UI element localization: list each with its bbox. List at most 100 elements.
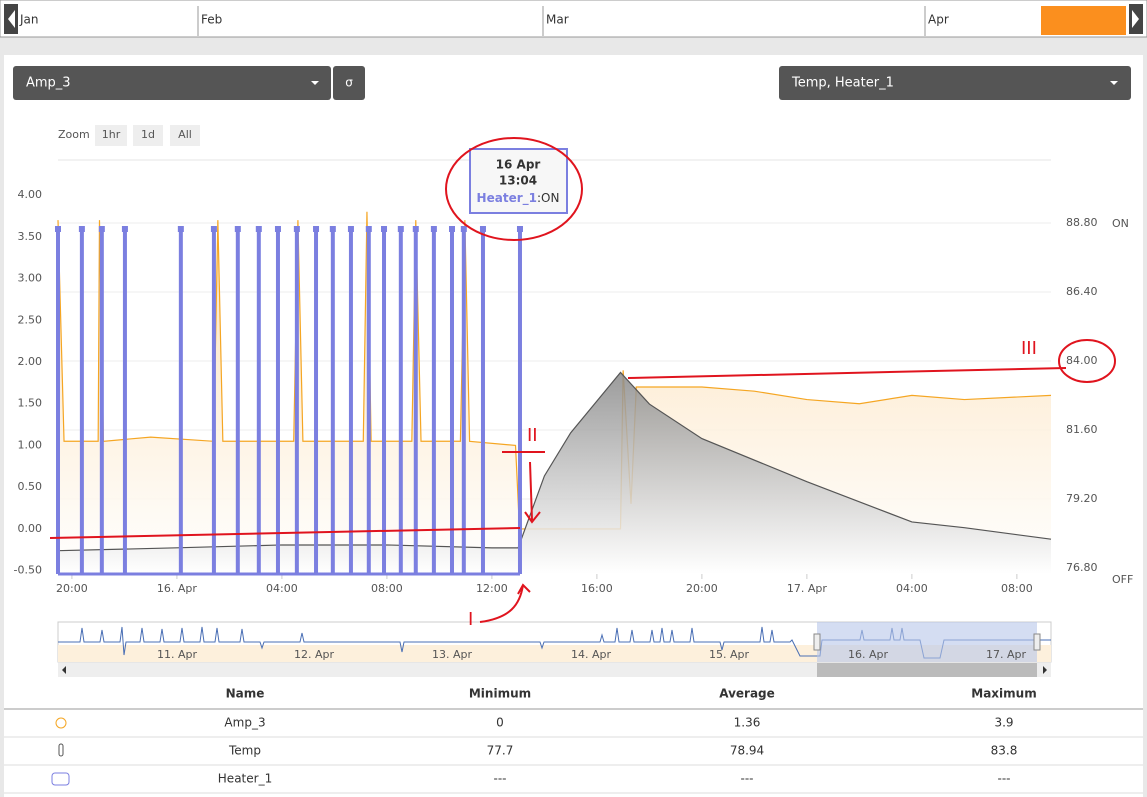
amp-icon bbox=[55, 717, 67, 729]
navigator-area bbox=[58, 645, 1051, 662]
zoom-button[interactable] bbox=[95, 125, 127, 146]
x-tick-label: 12:00 bbox=[476, 582, 508, 595]
y-tick-label: 0.50 bbox=[18, 480, 43, 493]
annotation: II bbox=[527, 425, 538, 446]
heater-marker bbox=[329, 226, 336, 232]
x-tick-label: 16. Apr bbox=[157, 582, 197, 595]
table-cell: 83.8 bbox=[991, 744, 1018, 758]
tooltip: 16 Apr 13:04 Heater_1:ON bbox=[469, 148, 568, 214]
heater-marker bbox=[293, 226, 300, 232]
sigma-text: σ bbox=[345, 76, 353, 90]
navigator-label: 16. Apr bbox=[848, 648, 888, 661]
tooltip-date: 16 Apr bbox=[496, 158, 541, 172]
heater-pulse bbox=[366, 229, 371, 574]
heater-pulse bbox=[79, 229, 84, 574]
x-tick-label: 20:00 bbox=[56, 582, 88, 595]
navigator-label: 11. Apr bbox=[157, 648, 197, 661]
y-tick-label: 2.00 bbox=[18, 355, 43, 368]
navigator-selection[interactable] bbox=[817, 622, 1037, 662]
heater-pulse bbox=[122, 229, 127, 574]
y2-tick-label: 81.60 bbox=[1066, 423, 1098, 436]
table-cell: Temp bbox=[228, 744, 261, 758]
heater-marker bbox=[460, 226, 467, 232]
heater-pulse bbox=[211, 229, 216, 574]
month[interactable]: Mar bbox=[546, 13, 569, 27]
heater-pulse bbox=[56, 229, 60, 574]
zoom-label: Zoom bbox=[58, 128, 90, 141]
zoom-button[interactable] bbox=[170, 125, 200, 146]
navigator-label: 13. Apr bbox=[432, 648, 472, 661]
heater-marker bbox=[234, 226, 241, 232]
heater-pulse bbox=[99, 229, 104, 574]
heater-marker bbox=[121, 226, 128, 232]
zoom-text: 1d bbox=[141, 128, 155, 141]
zoom-text: All bbox=[178, 128, 192, 141]
table-header: Name bbox=[226, 687, 265, 701]
heater-pulse bbox=[413, 229, 418, 574]
table-cell: 0 bbox=[496, 716, 504, 730]
table-header: Maximum bbox=[971, 687, 1036, 701]
heater-marker bbox=[479, 226, 486, 232]
series-select[interactable] bbox=[13, 66, 331, 100]
annotation-marks bbox=[49, 137, 1116, 623]
y-tick-label: 1.50 bbox=[18, 397, 43, 410]
range-handle[interactable] bbox=[1041, 6, 1126, 35]
heater-marker bbox=[177, 226, 184, 232]
x-tick-label: 08:00 bbox=[371, 582, 403, 595]
navigator-handle[interactable] bbox=[813, 633, 821, 651]
tooltip-state: :ON bbox=[537, 191, 559, 205]
heater-pulse bbox=[382, 229, 387, 574]
month[interactable]: Apr bbox=[928, 13, 949, 27]
month[interactable]: Feb bbox=[201, 13, 222, 27]
area-fill bbox=[58, 372, 1051, 574]
table-cell: 1.36 bbox=[734, 716, 761, 730]
series-select[interactable] bbox=[779, 66, 1131, 100]
zoom-button[interactable] bbox=[133, 125, 163, 146]
navigator-label: 17. Apr bbox=[986, 648, 1026, 661]
temp-icon bbox=[58, 743, 64, 757]
zoom-text: 1hr bbox=[102, 128, 121, 141]
scrollbar-thumb[interactable] bbox=[817, 663, 1037, 677]
heater-marker bbox=[448, 226, 455, 232]
y-tick-label: 1.00 bbox=[18, 438, 43, 451]
heater-icon bbox=[51, 772, 70, 786]
heater-marker bbox=[255, 226, 262, 232]
y3-tick-label: ON bbox=[1112, 217, 1129, 230]
month[interactable]: Jan bbox=[19, 13, 39, 27]
y2-tick-label: 86.40 bbox=[1066, 285, 1098, 298]
heater-pulse bbox=[517, 229, 522, 574]
heater-marker bbox=[381, 226, 388, 232]
sigma-button[interactable] bbox=[333, 66, 365, 100]
heater-pulse bbox=[294, 229, 299, 574]
scrollbar[interactable] bbox=[58, 663, 1051, 677]
annotation: III bbox=[1021, 338, 1037, 359]
y2-tick-label: 88.80 bbox=[1066, 216, 1098, 229]
y-tick-label: 0.00 bbox=[18, 522, 43, 535]
table-cell: --- bbox=[494, 772, 507, 786]
heater-marker bbox=[412, 226, 419, 232]
y-tick-label: 3.50 bbox=[18, 230, 43, 243]
x-tick-label: 08:00 bbox=[1001, 582, 1033, 595]
table-cell: Heater_1 bbox=[218, 772, 272, 786]
tooltip-time: 13:04 bbox=[499, 174, 537, 188]
navigator-handle[interactable] bbox=[1033, 633, 1041, 651]
heater-pulse bbox=[314, 229, 319, 574]
x-tick-label: 04:00 bbox=[266, 582, 298, 595]
heater-pulse bbox=[398, 229, 403, 574]
table-cell: Amp_3 bbox=[224, 716, 265, 730]
table-cell: --- bbox=[998, 772, 1011, 786]
heater-pulse bbox=[348, 229, 353, 574]
navigator-label: 14. Apr bbox=[571, 648, 611, 661]
heater-marker bbox=[55, 226, 61, 232]
heater-pulse bbox=[449, 229, 454, 574]
heater-pulse bbox=[178, 229, 183, 574]
heater-pulse bbox=[330, 229, 335, 574]
heater-pulse bbox=[275, 229, 280, 574]
select-text: Temp, Heater_1 bbox=[791, 76, 894, 91]
tooltip-series: Heater_1 bbox=[477, 191, 537, 206]
y-tick-label: 4.00 bbox=[18, 188, 43, 201]
heater-pulse bbox=[256, 229, 261, 574]
y2-tick-label: 79.20 bbox=[1066, 492, 1098, 505]
heater-marker bbox=[365, 226, 372, 232]
